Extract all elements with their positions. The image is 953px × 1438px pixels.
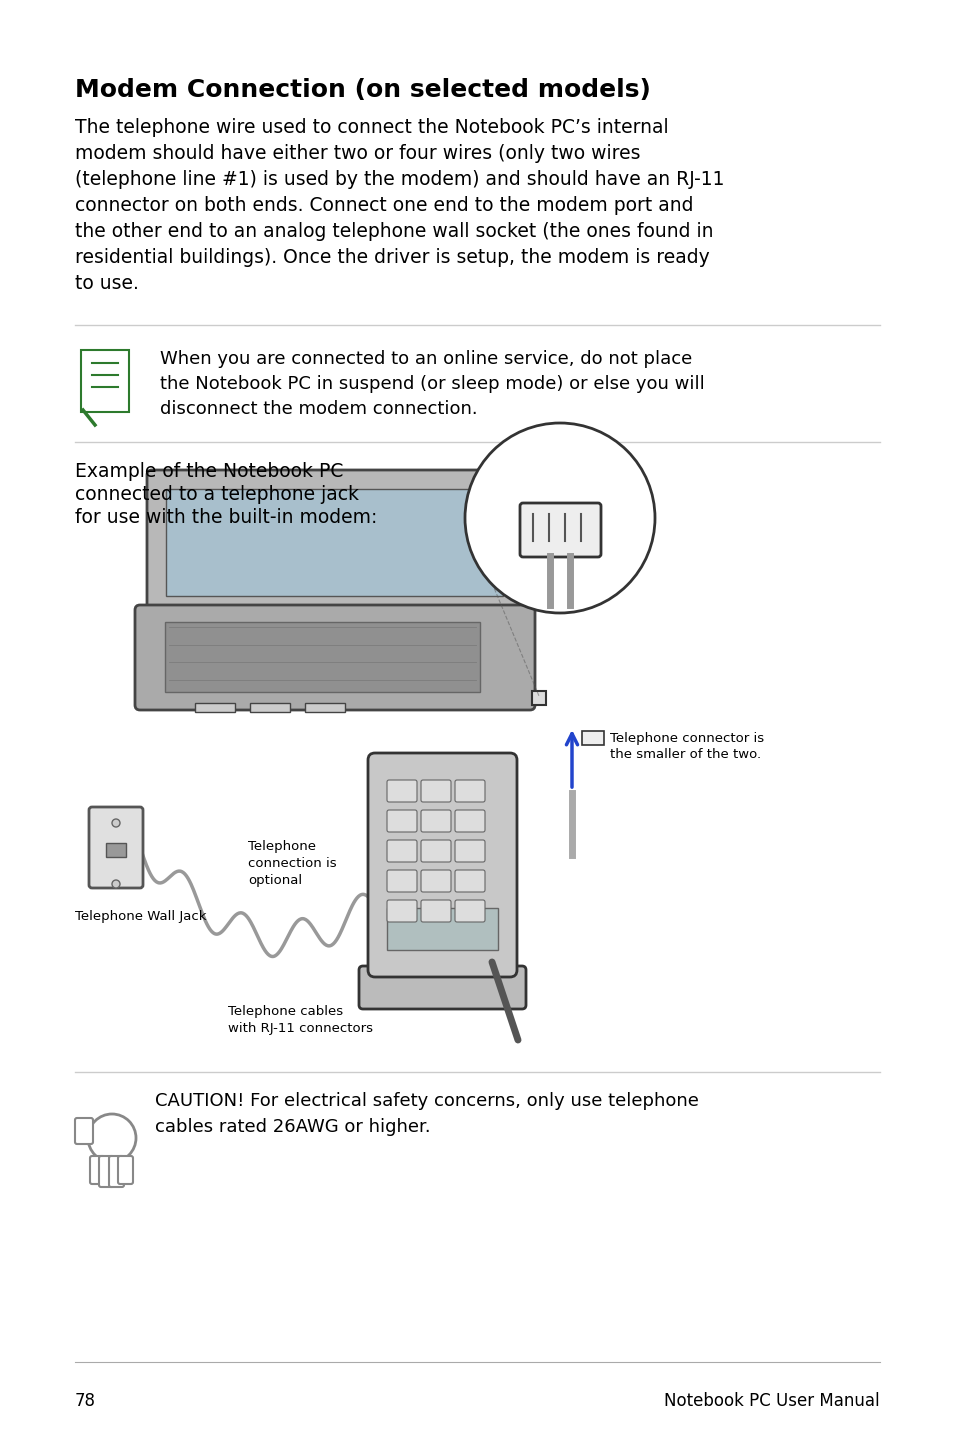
FancyBboxPatch shape [89,807,143,889]
FancyBboxPatch shape [147,470,521,615]
Text: optional: optional [248,874,302,887]
Text: the smaller of the two.: the smaller of the two. [609,748,760,761]
Text: disconnect the modem connection.: disconnect the modem connection. [160,400,477,418]
FancyBboxPatch shape [358,966,525,1009]
FancyBboxPatch shape [81,349,129,413]
Text: to use.: to use. [75,275,139,293]
Bar [250,703,290,712]
Text: 78: 78 [75,1392,96,1411]
Text: connection is: connection is [248,857,336,870]
FancyBboxPatch shape [455,900,484,922]
Text: Example of the Notebook PC: Example of the Notebook PC [75,462,343,480]
Text: Telephone cables: Telephone cables [228,1005,343,1018]
Text: modem should have either two or four wires (only two wires: modem should have either two or four wir… [75,144,639,162]
Bar [166,489,502,595]
Circle shape [464,423,655,613]
Text: When you are connected to an online service, do not place: When you are connected to an online serv… [160,349,692,368]
Text: Telephone connector is: Telephone connector is [609,732,763,745]
Bar [581,731,603,745]
Text: connector on both ends. Connect one end to the modem port and: connector on both ends. Connect one end … [75,196,693,216]
FancyBboxPatch shape [387,900,416,922]
FancyBboxPatch shape [109,1156,124,1186]
FancyBboxPatch shape [420,840,451,861]
Text: connected to a telephone jack: connected to a telephone jack [75,485,358,503]
FancyBboxPatch shape [387,810,416,833]
Bar [165,623,479,692]
FancyBboxPatch shape [455,870,484,892]
Text: Telephone: Telephone [248,840,315,853]
Text: the Notebook PC in suspend (or sleep mode) or else you will: the Notebook PC in suspend (or sleep mod… [160,375,704,393]
Bar [532,692,545,705]
Circle shape [112,820,120,827]
FancyBboxPatch shape [387,779,416,802]
Text: for use with the built-in modem:: for use with the built-in modem: [75,508,377,526]
Text: CAUTION! For electrical safety concerns, only use telephone: CAUTION! For electrical safety concerns,… [154,1091,699,1110]
Text: residential buildings). Once the driver is setup, the modem is ready: residential buildings). Once the driver … [75,247,709,267]
Text: the other end to an analog telephone wall socket (the ones found in: the other end to an analog telephone wal… [75,221,713,242]
Circle shape [112,880,120,889]
Bar [387,907,497,951]
FancyBboxPatch shape [387,870,416,892]
FancyBboxPatch shape [420,779,451,802]
Text: (telephone line #1) is used by the modem) and should have an RJ-11: (telephone line #1) is used by the modem… [75,170,723,188]
Bar [106,843,126,857]
Text: Telephone Wall Jack: Telephone Wall Jack [75,910,206,923]
FancyBboxPatch shape [75,1117,92,1145]
Text: Modem Connection (on selected models): Modem Connection (on selected models) [75,78,650,102]
FancyBboxPatch shape [455,840,484,861]
FancyBboxPatch shape [368,754,517,976]
Text: Notebook PC User Manual: Notebook PC User Manual [663,1392,879,1411]
FancyBboxPatch shape [118,1156,132,1183]
FancyBboxPatch shape [420,900,451,922]
Text: The telephone wire used to connect the Notebook PC’s internal: The telephone wire used to connect the N… [75,118,668,137]
FancyBboxPatch shape [420,810,451,833]
FancyBboxPatch shape [135,605,535,710]
FancyBboxPatch shape [99,1156,113,1186]
FancyBboxPatch shape [519,503,600,557]
FancyBboxPatch shape [90,1156,105,1183]
FancyBboxPatch shape [455,779,484,802]
FancyBboxPatch shape [420,870,451,892]
FancyBboxPatch shape [387,840,416,861]
FancyBboxPatch shape [455,810,484,833]
Text: cables rated 26AWG or higher.: cables rated 26AWG or higher. [154,1117,430,1136]
Bar [194,703,234,712]
Text: with RJ-11 connectors: with RJ-11 connectors [228,1022,373,1035]
Circle shape [88,1114,136,1162]
Bar [305,703,345,712]
